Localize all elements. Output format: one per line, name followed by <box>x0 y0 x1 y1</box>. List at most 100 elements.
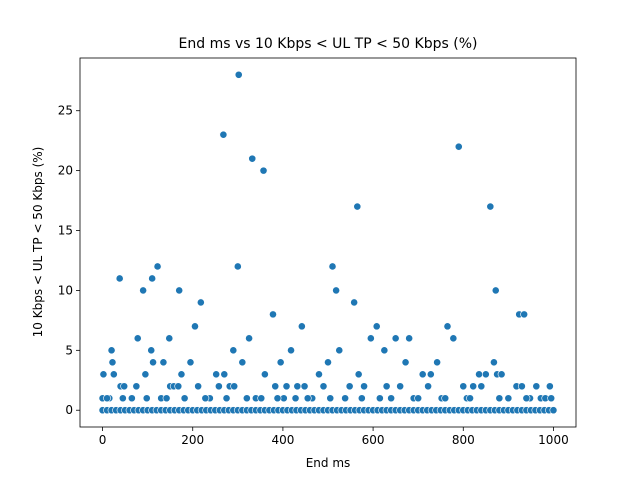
data-point <box>99 370 108 379</box>
data-point <box>127 394 136 403</box>
y-tick-label: 10 <box>58 283 73 297</box>
data-point <box>120 382 129 391</box>
data-point <box>372 322 381 331</box>
data-point <box>148 274 157 283</box>
data-point <box>350 298 359 307</box>
y-tick-label: 0 <box>65 403 73 417</box>
data-point <box>118 394 127 403</box>
data-point <box>433 358 442 367</box>
data-point <box>354 370 363 379</box>
data-point <box>414 394 423 403</box>
data-point <box>477 382 486 391</box>
points-layer <box>98 70 558 415</box>
data-point <box>532 382 541 391</box>
data-point <box>459 382 468 391</box>
data-point <box>222 394 231 403</box>
data-point <box>380 346 389 355</box>
data-point <box>186 358 195 367</box>
x-axis-label: End ms <box>306 456 351 470</box>
data-point <box>335 346 344 355</box>
data-point <box>497 370 506 379</box>
data-point <box>233 262 242 271</box>
data-point <box>443 322 452 331</box>
data-point <box>238 358 247 367</box>
x-tick-label: 600 <box>362 433 385 447</box>
x-tick-label: 1000 <box>538 433 569 447</box>
data-point <box>491 286 500 295</box>
data-point <box>522 394 531 403</box>
data-point <box>449 334 458 343</box>
x-tick-label: 400 <box>271 433 294 447</box>
data-point <box>319 382 328 391</box>
data-point <box>287 346 295 355</box>
data-point <box>273 394 282 403</box>
x-axis: 0 200 400 600 800 1000 <box>99 427 569 447</box>
data-point <box>547 394 556 403</box>
data-point <box>454 142 463 151</box>
data-point <box>191 322 199 331</box>
data-point <box>107 346 116 355</box>
data-point <box>269 310 277 319</box>
data-point <box>229 346 238 355</box>
data-point <box>391 334 400 343</box>
data-point <box>133 334 142 343</box>
data-point <box>481 370 490 379</box>
data-point <box>401 358 410 367</box>
data-point <box>426 370 435 379</box>
data-point <box>177 370 186 379</box>
data-point <box>242 394 251 403</box>
data-point <box>495 394 504 403</box>
data-point <box>196 298 205 307</box>
data-point <box>180 394 189 403</box>
data-point <box>475 370 483 379</box>
y-tick-label: 5 <box>65 343 73 357</box>
data-point <box>345 382 354 391</box>
data-point <box>517 382 526 391</box>
data-point <box>165 334 174 343</box>
data-point <box>504 394 513 403</box>
data-point <box>214 382 223 391</box>
data-point <box>332 286 341 295</box>
data-point <box>220 370 229 379</box>
data-point <box>115 274 124 283</box>
data-point <box>108 358 117 367</box>
chart-title: End ms vs 10 Kbps < UL TP < 50 Kbps (%) <box>179 36 478 52</box>
x-tick-label: 200 <box>181 433 204 447</box>
data-point <box>366 334 375 343</box>
y-axis-label: 10 Kbps < UL TP < 50 Kbps (%) <box>31 147 45 338</box>
data-point <box>353 202 362 211</box>
data-point <box>469 382 478 391</box>
data-point <box>212 370 221 379</box>
data-point <box>149 358 157 367</box>
y-tick-label: 20 <box>58 164 73 178</box>
data-point <box>175 286 184 295</box>
data-point <box>441 394 450 403</box>
data-point <box>291 394 300 403</box>
y-tick-label: 25 <box>58 104 73 118</box>
data-point <box>109 370 118 379</box>
data-point <box>520 310 529 319</box>
data-point <box>387 394 396 403</box>
data-point <box>103 394 111 403</box>
data-point <box>259 166 268 175</box>
data-point <box>328 262 337 271</box>
data-point <box>219 130 228 139</box>
data-point <box>245 334 253 343</box>
data-point <box>282 382 291 391</box>
x-tick-label: 800 <box>452 433 475 447</box>
data-point <box>139 286 148 295</box>
data-point <box>194 382 203 391</box>
data-point <box>357 394 366 403</box>
data-point <box>230 382 239 391</box>
data-point <box>142 394 151 403</box>
data-point <box>418 370 427 379</box>
data-point <box>159 358 168 367</box>
data-point <box>201 394 210 403</box>
data-point <box>174 382 183 391</box>
data-point <box>257 394 266 403</box>
data-point <box>276 358 285 367</box>
data-point <box>405 334 414 343</box>
y-tick-label: 15 <box>58 224 73 238</box>
data-point <box>490 358 498 367</box>
